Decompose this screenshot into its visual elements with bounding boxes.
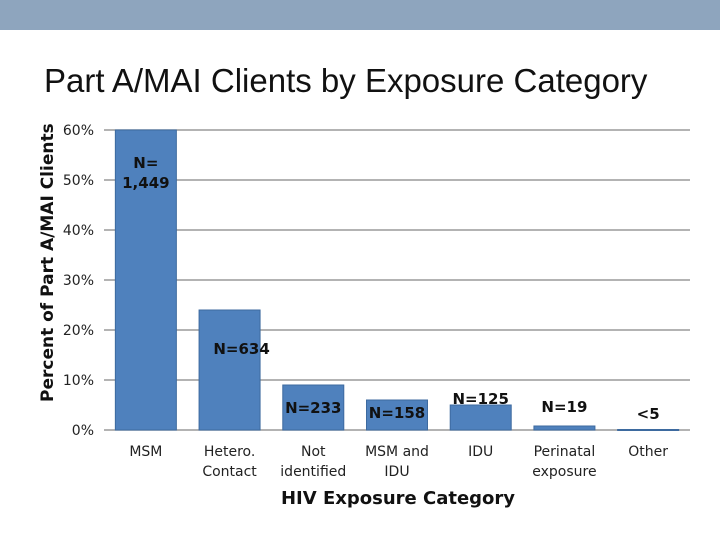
y-tick-label: 50% xyxy=(63,173,94,189)
header-band xyxy=(0,0,720,30)
data-label: N=233 xyxy=(285,399,341,417)
data-label: N= 1,449 xyxy=(122,154,169,192)
bars xyxy=(114,129,680,431)
y-tick-label: 0% xyxy=(72,423,94,439)
data-label: N=158 xyxy=(369,404,425,422)
y-tick-label: 30% xyxy=(63,273,94,289)
bar xyxy=(198,309,261,431)
y-tick-label: 20% xyxy=(63,323,94,339)
y-tick-label: 60% xyxy=(63,123,94,139)
data-label: N=125 xyxy=(452,390,508,408)
bar xyxy=(282,384,345,431)
chart-title: Part A/MAI Clients by Exposure Category xyxy=(44,62,648,99)
category-label: IDU xyxy=(468,444,493,460)
category-labels: MSM Hetero. Contact Not identified MSM and IDU… xyxy=(129,444,668,480)
category-label: Other xyxy=(628,444,668,460)
gridlines xyxy=(104,129,690,431)
x-axis-title: HIV Exposure Category xyxy=(281,488,515,509)
bar xyxy=(449,404,512,431)
category-label: MSM and IDU xyxy=(365,444,429,480)
y-tick-labels: 0% 10% 20% 30% 40% 50% 60% xyxy=(63,123,94,439)
bar xyxy=(617,429,680,431)
category-label: Hetero. Contact xyxy=(202,444,257,480)
category-label: Not identified xyxy=(280,444,346,480)
y-tick-label: 10% xyxy=(63,373,94,389)
bar xyxy=(533,425,596,431)
data-label: N=19 xyxy=(541,398,587,416)
bar xyxy=(114,129,177,431)
data-label: <5 xyxy=(637,405,660,423)
bar xyxy=(366,399,428,431)
data-labels: N= 1,449 N=634 N=233 N=158 N=125 N=19 <5 xyxy=(122,154,660,423)
category-label: Perinatal exposure xyxy=(532,444,596,480)
category-label: MSM xyxy=(129,444,162,460)
y-tick-label: 40% xyxy=(63,223,94,239)
data-label: N=634 xyxy=(213,340,269,358)
